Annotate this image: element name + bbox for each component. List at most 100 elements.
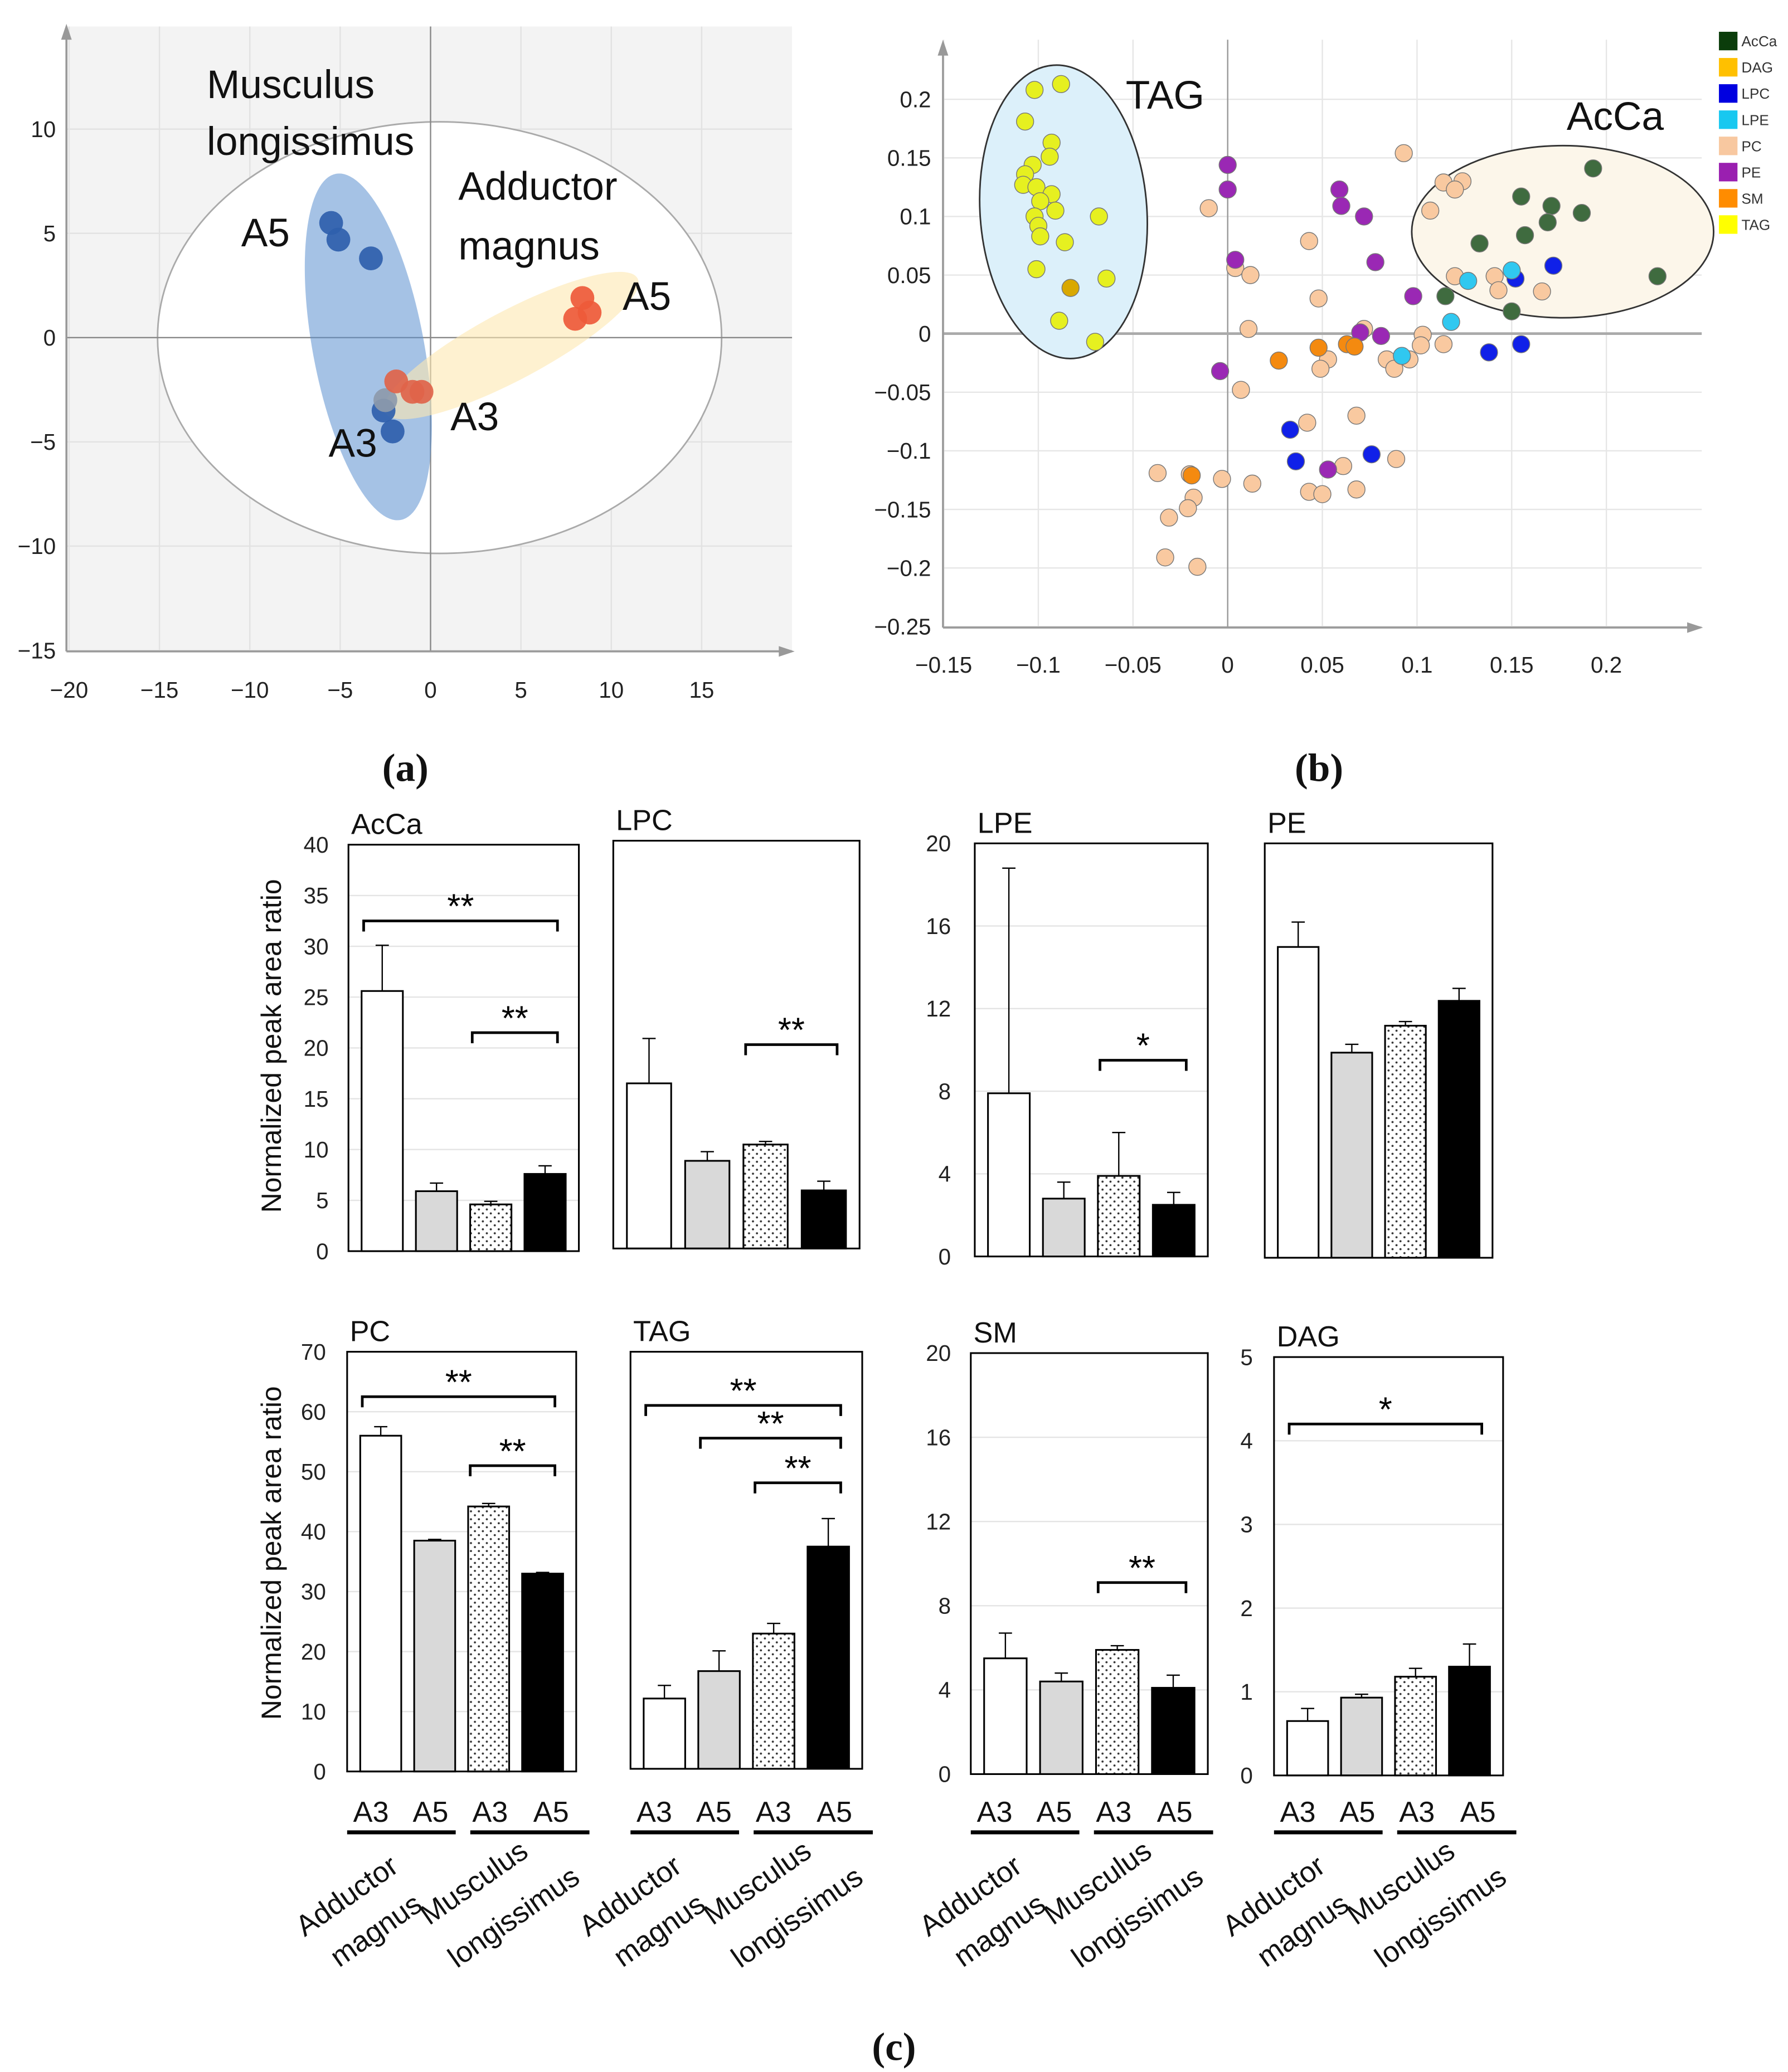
y-tick-label: −0.25 xyxy=(874,614,931,640)
chart-title: DAG xyxy=(1277,1321,1340,1353)
y-tick-label: −15 xyxy=(18,638,56,663)
data-point-pc xyxy=(1334,457,1353,475)
y-tick-label: 20 xyxy=(926,1340,951,1366)
legend-swatch xyxy=(1719,137,1738,155)
category-label: A3 xyxy=(472,1796,508,1828)
y-tick-label: 10 xyxy=(31,116,56,142)
y-tick-label: 20 xyxy=(301,1639,326,1665)
data-point-pc xyxy=(1434,335,1453,353)
bar-undefined xyxy=(415,1190,458,1252)
significance-stars: ** xyxy=(1129,1549,1155,1588)
data-point-pe xyxy=(1332,197,1350,215)
bar-chart-acca: 0 5 10 15 20 25 30 35 40 AcCa ** ** xyxy=(304,809,580,1264)
x-tick-label: 0.05 xyxy=(1300,652,1344,678)
significance-bracket xyxy=(361,1395,556,1408)
x-tick-label: 5 xyxy=(514,677,527,703)
data-point-pc xyxy=(1243,474,1262,493)
significance-bracket xyxy=(754,1481,842,1494)
legend-label: DAG xyxy=(1741,59,1773,76)
x-tick-label: 0.1 xyxy=(1401,652,1432,678)
data-point-pc xyxy=(1188,557,1207,576)
annotation-label: magnus xyxy=(458,224,600,269)
y-tick-label: 4 xyxy=(939,1677,951,1703)
data-point-pc xyxy=(1421,201,1440,220)
y-tick-label: 15 xyxy=(304,1086,329,1112)
y-axis-arrow-icon xyxy=(61,23,72,40)
panel-a-score-plot: −20 −15 −10 −5 0 5 10 15 10 5 0 −5 −10 −15 Musculus lon… xyxy=(18,23,795,703)
bar-undefined xyxy=(359,1434,402,1773)
y-tick-label: 0.15 xyxy=(887,145,931,171)
x-tick-label: 0 xyxy=(1221,652,1233,678)
bar-undefined xyxy=(523,1173,567,1252)
data-point-tag xyxy=(1050,312,1068,330)
y-tick-label: 3 xyxy=(1240,1512,1252,1538)
significance-stars: * xyxy=(1136,1027,1150,1066)
annotation-label: A5 xyxy=(241,211,290,255)
data-point-pc xyxy=(1241,266,1260,284)
annotation-acca: AcCa xyxy=(1567,94,1664,139)
y-tick-label: −0.1 xyxy=(887,438,931,464)
panel-label-b: (b) xyxy=(1295,746,1343,790)
significance-stars: * xyxy=(1379,1390,1392,1429)
chart-frame xyxy=(974,842,1209,1258)
legend-label: TAG xyxy=(1741,216,1770,233)
data-point-pe xyxy=(1355,207,1373,226)
data-point xyxy=(563,307,587,331)
data-point-tag xyxy=(1090,207,1108,226)
data-point-pc xyxy=(1347,480,1366,499)
y-axis-title: Normalized peak area ratio xyxy=(256,1386,287,1720)
data-point-pc xyxy=(1387,450,1406,468)
annotation-tag: TAG xyxy=(1126,73,1204,118)
data-point-pc xyxy=(1160,508,1178,527)
y-tick-label: 10 xyxy=(301,1699,326,1724)
bar-undefined xyxy=(1277,946,1320,1259)
category-label: A5 xyxy=(1340,1796,1376,1828)
y-tick-label: 50 xyxy=(301,1459,326,1485)
category-label: A5 xyxy=(533,1796,569,1828)
y-axis-title: Normalized peak area ratio xyxy=(256,879,287,1213)
category-label: A3 xyxy=(1280,1796,1316,1828)
data-point-acca xyxy=(1512,187,1531,206)
annotation-label: Adductor xyxy=(458,164,617,209)
data-point-lpc xyxy=(1480,343,1498,362)
chart-title: PC xyxy=(350,1316,391,1348)
bar-undefined xyxy=(1330,1052,1373,1259)
data-point-pc xyxy=(1213,470,1231,488)
legend-label: PC xyxy=(1741,138,1761,154)
data-point xyxy=(326,227,351,252)
y-axis-arrow-icon xyxy=(937,40,949,56)
legend-swatch xyxy=(1719,189,1738,208)
data-point-pc xyxy=(1347,406,1366,425)
y-tick-label: 0 xyxy=(939,1762,951,1787)
category-label: A5 xyxy=(817,1796,852,1828)
x-tick-label: −0.1 xyxy=(1016,652,1061,678)
legend-label: AcCa xyxy=(1741,33,1777,50)
bar-undefined xyxy=(626,1082,672,1249)
y-tick-label: 0 xyxy=(43,325,56,351)
y-tick-label: 0.1 xyxy=(900,204,931,230)
bar-undefined xyxy=(987,1092,1031,1258)
data-point-sm xyxy=(1309,338,1328,357)
legend-label: SM xyxy=(1741,190,1763,207)
data-point-pc xyxy=(1239,320,1258,338)
y-tick-label: −0.2 xyxy=(887,555,931,581)
data-point-tag xyxy=(1016,112,1034,131)
data-point-pc xyxy=(1313,485,1332,503)
x-axis-arrow-icon xyxy=(779,646,795,657)
chart-frame xyxy=(970,1352,1209,1776)
bar-undefined xyxy=(1151,1204,1196,1258)
bar-chart-pc: 0 10 20 30 40 50 60 70 PC ** ** xyxy=(301,1316,577,1784)
significance-bracket xyxy=(470,1031,559,1044)
bar-undefined xyxy=(361,990,404,1252)
chart-title: LPE xyxy=(978,807,1033,839)
y-tick-label: 4 xyxy=(939,1161,951,1187)
x-tick-label: −0.05 xyxy=(1105,652,1162,678)
data-point-pc xyxy=(1395,144,1413,163)
category-label: A3 xyxy=(977,1796,1013,1828)
data-point-pe xyxy=(1218,180,1237,199)
x-tick-label: −5 xyxy=(327,677,353,703)
category-label: A3 xyxy=(1096,1796,1131,1828)
y-tick-label: 2 xyxy=(1240,1596,1252,1621)
x-tick-label: 10 xyxy=(599,677,624,703)
x-tick-label: 0.2 xyxy=(1591,652,1622,678)
